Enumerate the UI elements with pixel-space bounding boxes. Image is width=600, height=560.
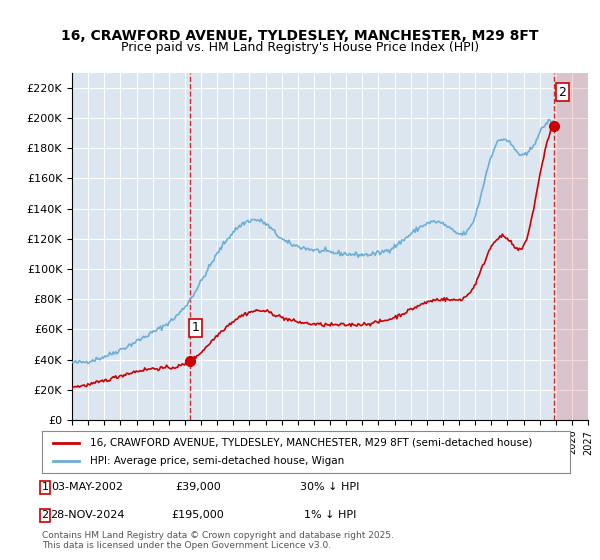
Text: Price paid vs. HM Land Registry's House Price Index (HPI): Price paid vs. HM Land Registry's House … [121,41,479,54]
Bar [556,73,588,420]
Text: 1: 1 [191,321,199,334]
Text: 03-MAY-2002: 03-MAY-2002 [51,482,123,492]
Text: Contains HM Land Registry data © Crown copyright and database right 2025.
This d: Contains HM Land Registry data © Crown c… [42,530,394,550]
Text: 1% ↓ HPI: 1% ↓ HPI [304,510,356,520]
Text: 16, CRAWFORD AVENUE, TYLDESLEY, MANCHESTER, M29 8FT (semi-detached house): 16, CRAWFORD AVENUE, TYLDESLEY, MANCHEST… [89,438,532,448]
Text: £39,000: £39,000 [175,482,221,492]
Text: £195,000: £195,000 [172,510,224,520]
Text: 30% ↓ HPI: 30% ↓ HPI [301,482,359,492]
Text: 2: 2 [559,86,566,99]
Text: HPI: Average price, semi-detached house, Wigan: HPI: Average price, semi-detached house,… [89,456,344,466]
Text: 1: 1 [41,482,49,492]
Text: 16, CRAWFORD AVENUE, TYLDESLEY, MANCHESTER, M29 8FT: 16, CRAWFORD AVENUE, TYLDESLEY, MANCHEST… [61,29,539,44]
Text: 2: 2 [41,510,49,520]
Text: 28-NOV-2024: 28-NOV-2024 [50,510,124,520]
